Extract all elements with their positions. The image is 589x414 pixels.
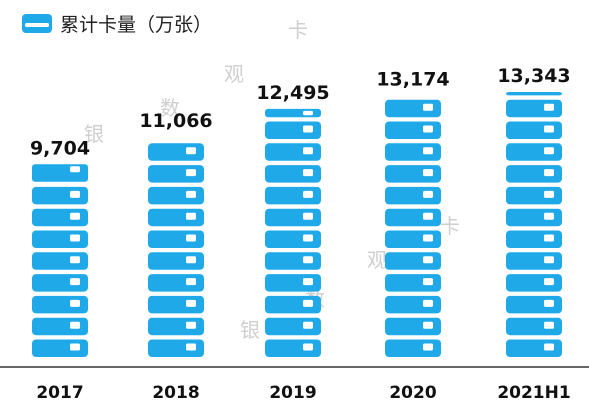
- card-chip: [186, 256, 196, 264]
- card-chip: [423, 234, 433, 242]
- watermark-char: 银: [84, 122, 104, 146]
- card-chip: [303, 147, 313, 155]
- bar-2018: [148, 143, 204, 357]
- card-chip: [544, 212, 554, 220]
- category-label: 2020: [389, 383, 436, 403]
- bar-2019: [265, 108, 321, 357]
- value-label: 12,495: [256, 82, 329, 104]
- card-chip: [303, 212, 313, 220]
- card-chip: [70, 256, 80, 264]
- card-chip: [303, 169, 313, 177]
- card-chip: [544, 103, 554, 111]
- card-chip: [303, 125, 313, 133]
- bar-2017: [32, 164, 88, 357]
- card-chip: [70, 190, 80, 198]
- card-chip: [70, 343, 80, 351]
- card-chip: [70, 278, 80, 286]
- card-chip: [186, 147, 196, 155]
- watermark-char: 观: [367, 248, 387, 272]
- card-chip: [544, 234, 554, 242]
- bar-2020: [385, 99, 441, 357]
- card-chip: [303, 190, 313, 198]
- card-chip: [70, 299, 80, 307]
- card-icon: [22, 14, 52, 33]
- card-chip: [544, 190, 554, 198]
- card-chip: [186, 169, 196, 177]
- card-chip: [423, 321, 433, 329]
- value-label: 13,343: [497, 65, 570, 87]
- card-chip: [544, 321, 554, 329]
- card-chip: [70, 234, 80, 242]
- card-chip: [544, 169, 554, 177]
- card-chip: [186, 321, 196, 329]
- bar-2021H1: [506, 92, 562, 357]
- category-label: 2021H1: [497, 383, 570, 403]
- card-chip: [303, 343, 313, 351]
- category-label: 2019: [269, 383, 316, 403]
- card-chip: [423, 343, 433, 351]
- card-chip: [544, 299, 554, 307]
- watermark-char: 观: [224, 62, 244, 86]
- watermark-char: 卡: [288, 18, 308, 42]
- card-chip: [423, 256, 433, 264]
- category-label: 2018: [152, 383, 199, 403]
- card-chip: [70, 321, 80, 329]
- card-chip: [186, 278, 196, 286]
- card-chip: [544, 256, 554, 264]
- value-label: 13,174: [376, 68, 449, 90]
- watermark-char: 银: [240, 318, 260, 342]
- card-segment: [506, 92, 562, 96]
- value-label: 11,066: [139, 110, 212, 132]
- legend: 累计卡量（万张）: [22, 10, 212, 37]
- card-chip: [423, 103, 433, 111]
- card-chip: [423, 147, 433, 155]
- card-chip: [186, 343, 196, 351]
- card-chip: [186, 234, 196, 242]
- card-chip: [186, 190, 196, 198]
- card-chip: [186, 212, 196, 220]
- card-chip: [303, 234, 313, 242]
- card-chip: [544, 278, 554, 286]
- card-chip: [544, 147, 554, 155]
- card-chip: [423, 169, 433, 177]
- card-chip: [423, 190, 433, 198]
- card-chip: [423, 278, 433, 286]
- watermark-char: 数: [160, 96, 180, 120]
- category-label: 2017: [36, 383, 83, 403]
- watermark-char: 卡: [440, 214, 460, 238]
- card-chip: [544, 343, 554, 351]
- card-chip: [423, 299, 433, 307]
- card-chip: [303, 278, 313, 286]
- card-chip: [303, 256, 313, 264]
- card-chip: [423, 125, 433, 133]
- card-chip: [70, 166, 80, 173]
- card-chip: [303, 299, 313, 307]
- card-chip: [303, 110, 313, 116]
- card-chip: [544, 125, 554, 133]
- legend-label: 累计卡量（万张）: [60, 14, 213, 36]
- card-chip: [423, 212, 433, 220]
- card-chip: [186, 299, 196, 307]
- card-chip: [303, 321, 313, 329]
- value-label: 9,704: [30, 137, 90, 159]
- card-chip: [70, 212, 80, 220]
